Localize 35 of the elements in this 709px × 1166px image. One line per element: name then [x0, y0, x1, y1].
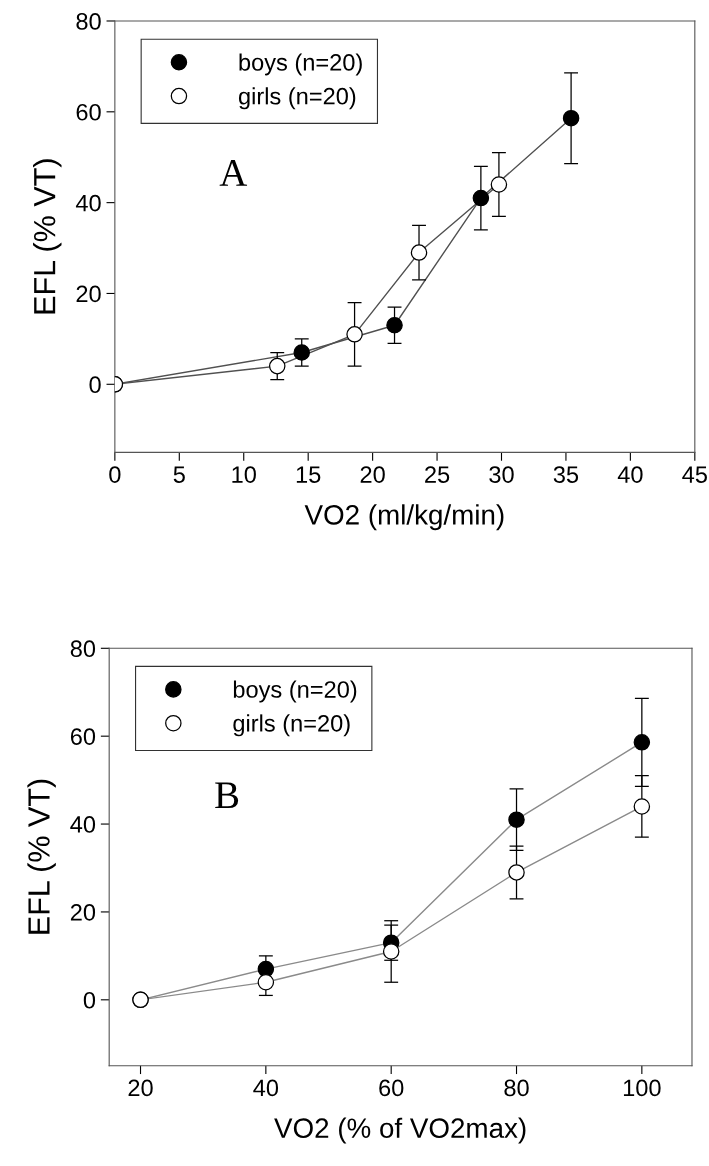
legend-label: girls (n=20): [238, 87, 356, 110]
x-tick-label: 10: [232, 466, 256, 483]
x-tick-label: 15: [296, 466, 321, 483]
x-tick-label: 20: [128, 1079, 153, 1097]
y-axis-title: EFL (% VT): [27, 779, 56, 934]
x-tick-label: 40: [617, 466, 643, 483]
x-tick-label: 60: [379, 1079, 404, 1097]
x-tick-label: 100: [623, 1079, 661, 1097]
x-tick-label: 30: [489, 466, 514, 483]
x-axis-title: VO2 (% of VO2max): [274, 1117, 526, 1144]
y-tick-label: 80: [70, 640, 96, 658]
x-tick-label: 5: [173, 466, 185, 483]
x-axis-title: VO2 (ml/kg/min): [304, 504, 504, 531]
y-tick-label: 60: [76, 103, 101, 121]
annotation: B: [215, 782, 239, 809]
x-tick-label: 0: [109, 466, 121, 483]
x-tick-label: 80: [504, 1079, 529, 1097]
y-tick-label: 20: [76, 285, 101, 303]
legend-label: boys (n=20): [239, 53, 362, 76]
y-tick-label: 80: [76, 13, 101, 30]
legend-label: girls (n=20): [233, 714, 350, 737]
y-tick-label: 60: [70, 728, 96, 745]
y-tick-label: 40: [70, 816, 96, 833]
y-tick-label: 0: [83, 991, 96, 1009]
y-tick-label: 0: [89, 376, 101, 394]
y-tick-label: 40: [75, 194, 101, 212]
legend-label: boys (n=20): [233, 680, 357, 703]
x-tick-label: 45: [682, 466, 707, 483]
y-axis-title: EFL (% VT): [33, 159, 62, 314]
y-tick-label: 20: [70, 904, 96, 921]
x-tick-label: 40: [253, 1079, 279, 1097]
annotation: A: [219, 159, 248, 186]
x-tick-label: 35: [553, 466, 579, 483]
x-tick-label: 25: [425, 466, 450, 483]
x-tick-label: 20: [360, 466, 385, 483]
